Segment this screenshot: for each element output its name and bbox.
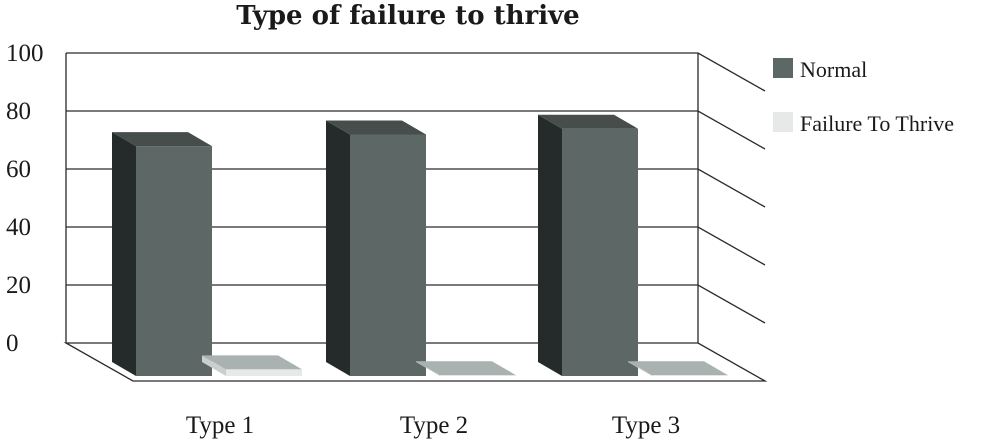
legend-label: Failure To Thrive (800, 111, 954, 136)
y-tick-label: 0 (6, 330, 19, 357)
y-tick-label: 40 (6, 214, 31, 241)
y-tick-label: 60 (6, 156, 31, 183)
y-tick-label: 100 (6, 40, 44, 67)
bar-failure-to-thrive-type-3 (628, 361, 728, 376)
bar-failure-to-thrive-type-2 (416, 361, 516, 376)
x-category-label: Type 1 (186, 412, 254, 439)
chart-title: Type of failure to thrive (236, 1, 579, 31)
gridline (66, 52, 766, 92)
legend-swatch (773, 112, 793, 132)
chart-bars (112, 114, 728, 376)
y-axis-ticks: 0 20 40 60 80 100 (6, 40, 44, 357)
y-tick-label: 20 (6, 272, 31, 299)
bar-normal-type-2 (326, 120, 426, 376)
y-tick-label: 80 (6, 98, 31, 125)
x-category-label: Type 3 (612, 412, 680, 439)
bar-normal-type-3 (538, 114, 638, 376)
x-category-label: Type 2 (400, 412, 468, 439)
x-axis-categories: Type 1 Type 2 Type 3 (186, 412, 680, 439)
legend-label: Normal (800, 57, 867, 82)
legend-swatch (773, 58, 793, 78)
bar-normal-type-1 (112, 132, 212, 376)
bar-failure-to-thrive-type-1 (202, 355, 302, 376)
chart-legend: Normal Failure To Thrive (773, 57, 954, 136)
